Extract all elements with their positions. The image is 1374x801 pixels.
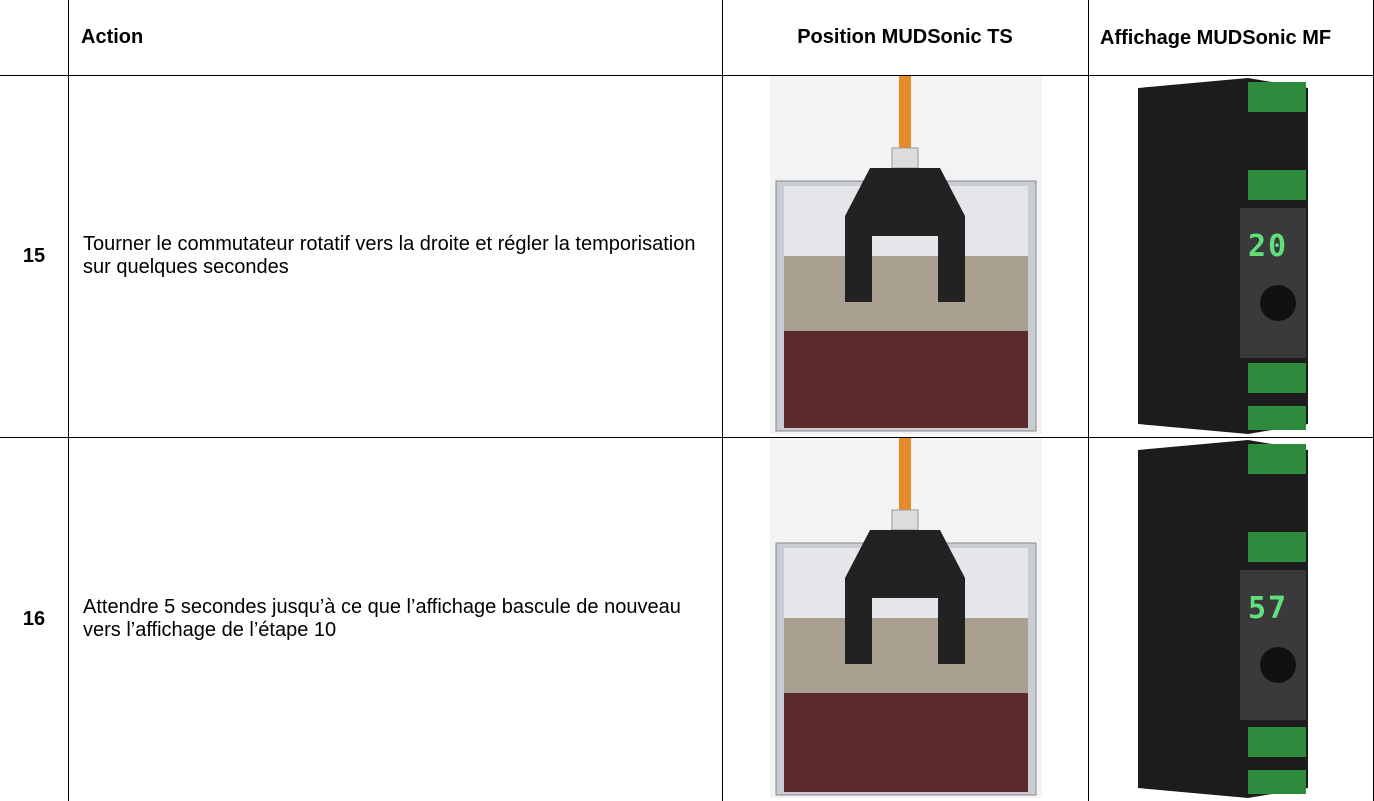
sensor-illustration	[770, 76, 1042, 434]
header-cell: Action	[68, 0, 723, 76]
header-cell: Affichage MUDSonic MF	[1088, 0, 1374, 76]
relay-display: 57	[1248, 591, 1288, 626]
action-text: Attendre 5 secondes jusqu’à ce que l’aff…	[68, 437, 723, 801]
header-cell: Position MUDSonic TS	[722, 0, 1089, 76]
position-cell	[722, 75, 1089, 438]
step-number: 16	[0, 437, 69, 801]
relay-display: 20	[1248, 229, 1288, 264]
header-blank	[0, 0, 69, 76]
position-cell	[722, 437, 1089, 801]
step-number: 15	[0, 75, 69, 438]
action-text: Tourner le commutateur rotatif vers la d…	[68, 75, 723, 438]
relay-illustration: 20	[1138, 78, 1308, 434]
relay-illustration: 57	[1138, 440, 1308, 798]
sensor-illustration	[770, 438, 1042, 798]
